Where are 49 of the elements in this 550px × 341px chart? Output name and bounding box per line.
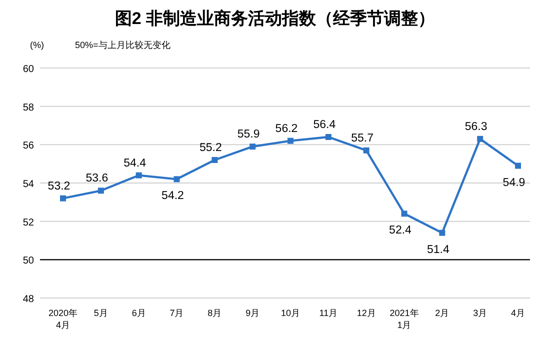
- chart-title: 图2 非制造业商务活动指数（经季节调整）: [114, 9, 436, 28]
- data-label: 55.2: [199, 142, 222, 154]
- text: 50%=与上月比较无变化: [75, 40, 170, 50]
- point: [136, 172, 142, 178]
- y-tick-label: 56: [22, 140, 34, 152]
- data-label: 56.3: [464, 120, 488, 133]
- point: [401, 210, 408, 217]
- point: [325, 134, 332, 140]
- y-tick-label: 54: [22, 179, 34, 190]
- point: [363, 147, 370, 154]
- x-tick-label: 7月: [170, 308, 184, 318]
- point: [477, 136, 484, 142]
- y-tick-label: 48: [22, 294, 34, 305]
- y-tick-label: 52: [22, 217, 34, 228]
- x-tick-label: 5月: [94, 308, 108, 318]
- data-label: 56.2: [275, 122, 298, 135]
- x-tick-label: 6月: [132, 308, 146, 318]
- y-axis-title: (%): [30, 40, 44, 50]
- data-label: 56.4: [313, 119, 336, 131]
- data-label: 51.4: [426, 244, 450, 256]
- x-tick-label: 2021年 1月: [390, 308, 419, 330]
- x-tick-label: 11月: [319, 308, 338, 318]
- point: [174, 176, 180, 182]
- data-label: 54.9: [502, 176, 526, 189]
- x-tick-label: 10月: [280, 308, 300, 318]
- y-tick-label: 50: [22, 256, 34, 267]
- point: [250, 144, 256, 150]
- y-tick-label: 60: [22, 64, 34, 75]
- data-label: 53.6: [86, 172, 108, 185]
- data-label: 52.4: [389, 224, 412, 237]
- point: [439, 230, 446, 236]
- data-label: 53.2: [48, 180, 70, 192]
- x-tick-label: 9月: [246, 308, 260, 318]
- point: [515, 162, 521, 169]
- point: [288, 138, 294, 144]
- x-tick-label: 3月: [473, 308, 488, 318]
- x-tick-label: 12月: [356, 308, 376, 318]
- x-tick-label: 2月: [435, 308, 450, 318]
- data-label: 54.2: [162, 190, 184, 202]
- data-label: 54.4: [124, 157, 147, 170]
- x-tick-label: 4月: [510, 308, 526, 318]
- data-label: 55.7: [351, 132, 374, 144]
- point: [98, 188, 104, 194]
- y-tick-label: 58: [22, 102, 34, 114]
- x-tick-label: 8月: [208, 308, 222, 318]
- x-tick-label: 2020年 4月: [48, 308, 78, 330]
- point: [60, 195, 66, 202]
- point: [212, 157, 218, 163]
- data-label: 55.9: [237, 128, 260, 141]
